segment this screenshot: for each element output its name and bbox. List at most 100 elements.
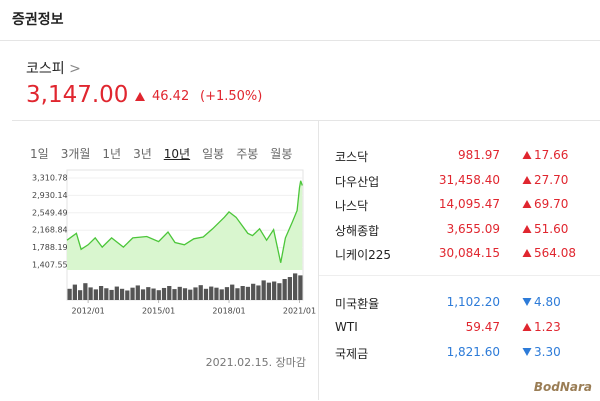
divider — [318, 120, 319, 400]
index-name-text[interactable]: 코스피 — [26, 61, 65, 77]
volume-bar — [151, 288, 156, 300]
market-row[interactable]: 다우산업 31,458.40 27.70 — [0, 173, 600, 193]
period-tab[interactable]: 3년 — [133, 147, 152, 161]
y-tick-label: 3,310.78 — [32, 174, 68, 183]
volume-bar — [298, 275, 303, 300]
volume-bar — [245, 286, 251, 300]
volume-bar — [161, 287, 167, 300]
period-tab[interactable]: 월봉 — [270, 147, 293, 161]
x-tick-label: 2018/01 — [212, 307, 245, 316]
market-name[interactable]: 코스닥 — [335, 150, 369, 164]
market-change: 3.30 — [534, 345, 561, 359]
volume-bar — [156, 290, 161, 300]
volume-bar — [293, 273, 298, 300]
volume-bar — [93, 289, 98, 300]
market-row[interactable]: 미국환율 1,102.20 4.80 — [0, 295, 600, 315]
market-change: 69.70 — [534, 197, 569, 211]
volume-bar — [135, 285, 140, 300]
volume-bar — [88, 287, 93, 300]
header-title: 증권정보 — [12, 12, 64, 28]
volume-bar — [114, 286, 119, 300]
market-name[interactable]: 국제금 — [335, 347, 369, 361]
market-value: 31,458.40 — [438, 172, 500, 187]
y-tick-label: 2,549.49 — [32, 208, 68, 217]
index-name[interactable]: 코스피 > — [26, 61, 81, 77]
y-tick-label: 2,930.14 — [32, 191, 68, 200]
volume-bar — [125, 290, 130, 300]
chart: 3,310.78 2,930.14 2,549.49 2,168.84 1,788.19… — [32, 169, 316, 316]
index-arrow — [135, 92, 145, 101]
period-tab[interactable]: 일봉 — [202, 147, 225, 161]
volume-bar — [72, 284, 77, 300]
market-change: 1.23 — [534, 320, 561, 334]
change-arrow — [522, 224, 532, 233]
divider — [0, 40, 600, 41]
volume-bar — [67, 288, 72, 300]
change-arrow — [522, 249, 532, 257]
market-row[interactable]: 니케이225 30,084.15 564.08 — [0, 246, 600, 266]
arrow-shape — [522, 323, 532, 331]
volume-bar — [172, 289, 177, 300]
change-arrow — [522, 151, 532, 159]
market-value: 981.97 — [458, 148, 500, 162]
area — [67, 180, 303, 270]
market-name[interactable]: WTI — [335, 320, 358, 334]
market-row[interactable]: 국제금 1,821.60 3.30 — [0, 345, 600, 365]
period-tab[interactable]: 주봉 — [236, 147, 259, 161]
volume-bar — [224, 287, 230, 300]
market-row[interactable]: WTI 59.47 1.23 — [0, 320, 600, 340]
market-change: 4.80 — [534, 295, 561, 309]
arrow-shape — [522, 200, 532, 208]
volume-bar — [177, 286, 182, 300]
volume-bar — [104, 288, 109, 300]
arrow-shape — [522, 175, 532, 184]
market-change: 51.60 — [534, 221, 569, 236]
volume-bar — [209, 286, 214, 300]
volume-bar — [130, 287, 135, 300]
market-name[interactable]: 상해종합 — [335, 223, 380, 238]
volume-bar — [98, 286, 104, 300]
arrow-shape — [522, 249, 532, 257]
market-name[interactable]: 니케이225 — [335, 248, 392, 262]
market-row[interactable]: 코스닥 981.97 17.66 — [0, 148, 600, 168]
period-tab[interactable]: 10년 — [163, 147, 191, 161]
volume-bar — [230, 284, 235, 300]
x-tick-label: 2012/01 — [72, 307, 105, 316]
divider — [319, 275, 600, 276]
y-tick-label: 1,788.19 — [32, 243, 68, 252]
volume-bar — [109, 289, 114, 300]
volume-bar — [182, 288, 188, 300]
market-change: 564.08 — [534, 246, 576, 260]
market-row[interactable]: 상해종합 3,655.09 51.60 — [0, 222, 600, 242]
market-name[interactable]: 다우산업 — [335, 174, 380, 189]
period-tab[interactable]: 1년 — [102, 147, 122, 161]
volume-bar — [287, 277, 293, 300]
volume-bar — [277, 283, 282, 300]
index-change: 46.42 — [152, 89, 190, 104]
period-tab[interactable]: 3개월 — [60, 147, 91, 161]
volume-bar — [272, 281, 277, 300]
market-value: 1,821.60 — [446, 345, 500, 359]
market-name[interactable]: 나스닥 — [335, 199, 369, 213]
volume-bar — [256, 285, 261, 300]
change-arrow — [522, 323, 532, 331]
change-arrow — [522, 175, 532, 184]
market-name[interactable]: 미국환율 — [335, 297, 380, 311]
volume-bar — [266, 282, 272, 300]
market-row[interactable]: 나스닥 14,095.47 69.70 — [0, 197, 600, 217]
volume-bar — [188, 289, 193, 300]
index-value: 3,147.00 — [26, 82, 129, 108]
volume-bar — [119, 288, 125, 300]
period-tab[interactable]: 1일 — [30, 147, 49, 161]
watermark: BodNara — [533, 380, 592, 394]
volume-bar — [77, 290, 83, 300]
x-tick-label: 2015/01 — [142, 307, 175, 316]
market-value: 59.47 — [465, 320, 500, 334]
index-change-pct: (+1.50%) — [200, 89, 263, 104]
chart-note: 2021.02.15. 장마감 — [205, 356, 306, 369]
volume-bar — [240, 286, 245, 300]
volume-bar — [282, 279, 287, 300]
volume-bar — [261, 280, 266, 300]
volume-bar — [251, 283, 256, 300]
volume-bar — [146, 287, 151, 300]
